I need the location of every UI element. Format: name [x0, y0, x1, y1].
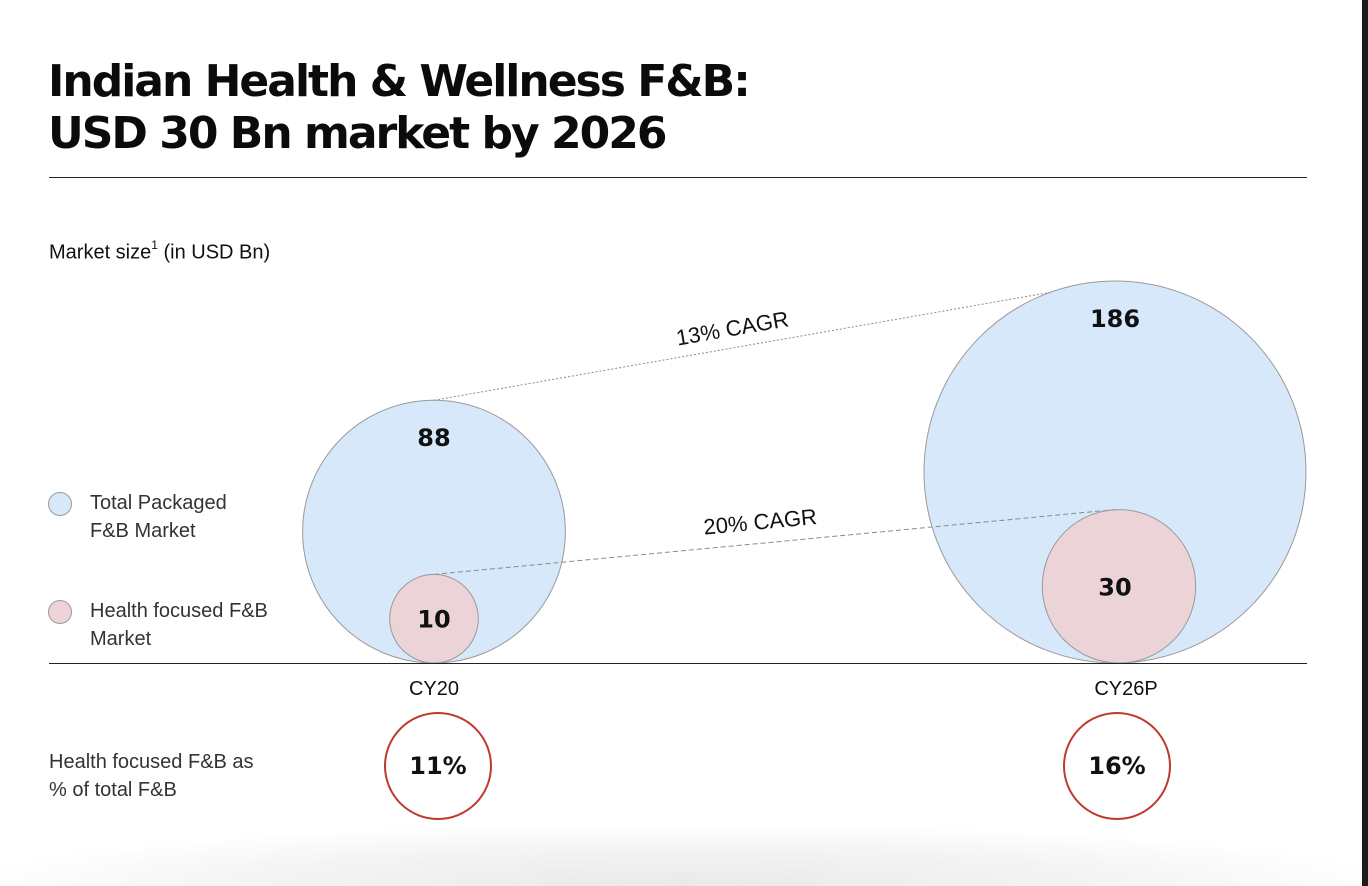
cagr-connector-health	[433, 509, 1116, 575]
share-circle-cy20: 11%	[384, 712, 492, 820]
legend-item-total: Total Packaged F&B Market	[48, 489, 270, 545]
cagr-label-health: 20% CAGR	[702, 504, 818, 540]
legend-label-total: Total Packaged F&B Market	[90, 492, 227, 542]
category-label-cy20: CY20	[408, 678, 460, 700]
legend-label-health: Health focused F&B Market	[90, 600, 268, 650]
cagr-label-total: 13% CAGR	[674, 306, 790, 350]
chart-subtitle: Market size1 (in USD Bn)	[49, 238, 271, 265]
data-label-total-cy26p: 186	[1090, 305, 1140, 333]
bubble-health-cy26p	[1041, 509, 1197, 664]
legend-swatch-total	[48, 492, 72, 516]
data-label-health-cy20: 10	[417, 606, 450, 634]
legend-item-health: Health focused F&B Market	[48, 597, 270, 653]
data-label-total-cy20: 88	[417, 424, 450, 452]
share-circle-cy26p: 16%	[1063, 712, 1171, 820]
share-row-label: Health focused F&B as % of total F&B	[49, 751, 254, 801]
category-label-cy26p: CY26P	[1094, 678, 1158, 700]
page-title: Indian Health & Wellness F&B: USD 30 Bn …	[48, 56, 751, 160]
bubble-chart: 88 10 186 30 13% CAGR 20% CAGR	[302, 280, 1307, 664]
scrollbar[interactable]	[1362, 0, 1368, 886]
chart-baseline	[49, 663, 1307, 664]
title-divider	[49, 177, 1307, 178]
subtitle-text: Market size	[49, 241, 152, 264]
cagr-connector-total	[433, 280, 1116, 401]
title-line-2: USD 30 Bn market by 2026	[48, 108, 667, 159]
bottom-fade	[0, 826, 1362, 886]
footnote-marker: 1	[151, 238, 158, 252]
legend-swatch-health	[48, 600, 72, 624]
subtitle-unit: (in USD Bn)	[157, 241, 271, 264]
title-line-1: Indian Health & Wellness F&B:	[48, 56, 751, 107]
data-label-health-cy26p: 30	[1098, 573, 1131, 601]
